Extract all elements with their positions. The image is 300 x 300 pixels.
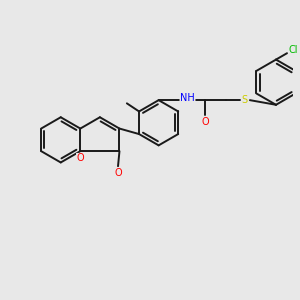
Text: S: S — [242, 95, 248, 105]
Text: O: O — [201, 117, 209, 127]
Text: O: O — [76, 153, 84, 164]
Text: Cl: Cl — [289, 45, 298, 55]
Text: O: O — [114, 168, 122, 178]
Text: NH: NH — [180, 93, 195, 103]
